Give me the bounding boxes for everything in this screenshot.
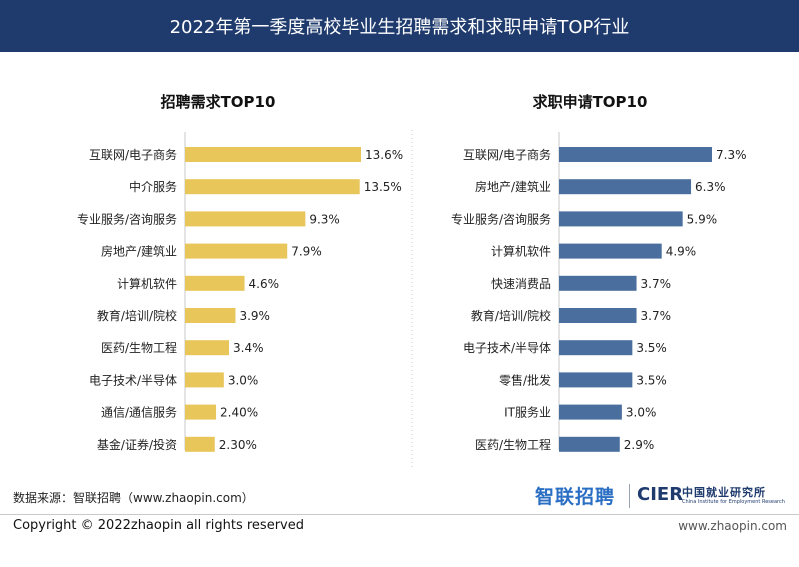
- value-label: 3.7%: [641, 309, 672, 323]
- value-label: 7.9%: [291, 245, 322, 259]
- bar: [185, 340, 229, 356]
- bar: [185, 179, 360, 195]
- bar: [559, 179, 692, 195]
- value-label: 6.3%: [695, 180, 726, 194]
- chart-title-demand: 招聘需求TOP10: [161, 93, 276, 111]
- bar: [559, 243, 662, 259]
- value-label: 3.5%: [636, 373, 667, 387]
- value-label: 4.6%: [249, 277, 280, 291]
- bar: [185, 436, 215, 452]
- value-label: 13.6%: [365, 148, 403, 162]
- bar: [185, 308, 236, 323]
- site-url: www.zhaopin.com: [678, 519, 787, 533]
- category-label: 专业服务/咨询服务: [77, 211, 177, 226]
- category-label: 房地产/建筑业: [101, 244, 177, 259]
- value-label: 13.5%: [364, 180, 402, 194]
- value-label: 2.40%: [220, 406, 258, 420]
- category-label: 电子技术/半导体: [89, 373, 177, 387]
- category-label: 教育/培训/院校: [471, 308, 551, 323]
- charts-area: 招聘需求TOP10 互联网/电子商务 13.6% 中介服务 13.5% 专业服务/咨询服务…: [77, 93, 747, 470]
- zhaopin-logo: 智联招聘: [535, 486, 616, 508]
- value-label: 3.4%: [233, 341, 264, 355]
- bar: [559, 372, 633, 388]
- category-label: 医药/生物工程: [475, 437, 551, 452]
- category-label: 快速消费品: [491, 277, 551, 291]
- category-label: 电子技术/半导体: [463, 341, 551, 355]
- category-label: 房地产/建筑业: [475, 179, 551, 194]
- bar: [185, 275, 245, 291]
- category-label: 互联网/电子商务: [463, 147, 551, 162]
- bar: [559, 147, 712, 162]
- data-source: 数据来源：智联招聘（www.zhaopin.com）: [13, 491, 254, 505]
- bar: [559, 436, 620, 452]
- category-label: 中介服务: [129, 179, 177, 194]
- bar: [559, 340, 633, 356]
- category-label: 计算机软件: [117, 276, 177, 291]
- value-label: 3.0%: [228, 373, 259, 387]
- category-label: 通信/通信服务: [101, 405, 177, 420]
- category-label: 专业服务/咨询服务: [451, 211, 551, 226]
- category-label: 医药/生物工程: [101, 340, 177, 355]
- value-label: 3.9%: [239, 309, 270, 323]
- chart-title-application: 求职申请TOP10: [533, 93, 648, 111]
- cier-english-name: China Institute for Employment Research: [682, 499, 785, 505]
- bar: [559, 404, 622, 420]
- cier-name: 中国就业研究所: [682, 486, 766, 499]
- value-label: 3.5%: [636, 341, 667, 355]
- bar: [185, 243, 288, 259]
- bar: [185, 211, 306, 227]
- value-label: 2.9%: [624, 438, 655, 452]
- value-label: 3.7%: [641, 277, 672, 291]
- category-label: 互联网/电子商务: [89, 147, 177, 162]
- bar: [185, 372, 224, 388]
- page-title: 2022年第一季度高校毕业生招聘需求和求职申请TOP行业: [169, 17, 630, 38]
- value-label: 2.30%: [219, 438, 257, 452]
- bar: [185, 147, 361, 162]
- footer-divider: [0, 514, 799, 515]
- value-label: 4.9%: [666, 245, 697, 259]
- category-label: 基金/证券/投资: [97, 437, 177, 452]
- logo-divider: [629, 484, 630, 508]
- category-label: 教育/培训/院校: [97, 308, 177, 323]
- copyright-text: Copyright © 2022zhaopin all rights reser…: [13, 518, 304, 533]
- bar: [559, 211, 683, 227]
- value-label: 9.3%: [309, 212, 340, 226]
- category-label: IT服务业: [504, 405, 551, 420]
- value-label: 3.0%: [626, 406, 657, 420]
- category-label: 计算机软件: [491, 244, 551, 259]
- category-label: 零售/批发: [499, 372, 551, 387]
- value-label: 5.9%: [687, 212, 718, 226]
- bar: [559, 275, 637, 291]
- page-header: 2022年第一季度高校毕业生招聘需求和求职申请TOP行业: [0, 0, 799, 52]
- bar: [559, 308, 637, 323]
- bar: [185, 404, 217, 420]
- cier-logo: CIER: [637, 484, 684, 505]
- value-label: 7.3%: [716, 148, 747, 162]
